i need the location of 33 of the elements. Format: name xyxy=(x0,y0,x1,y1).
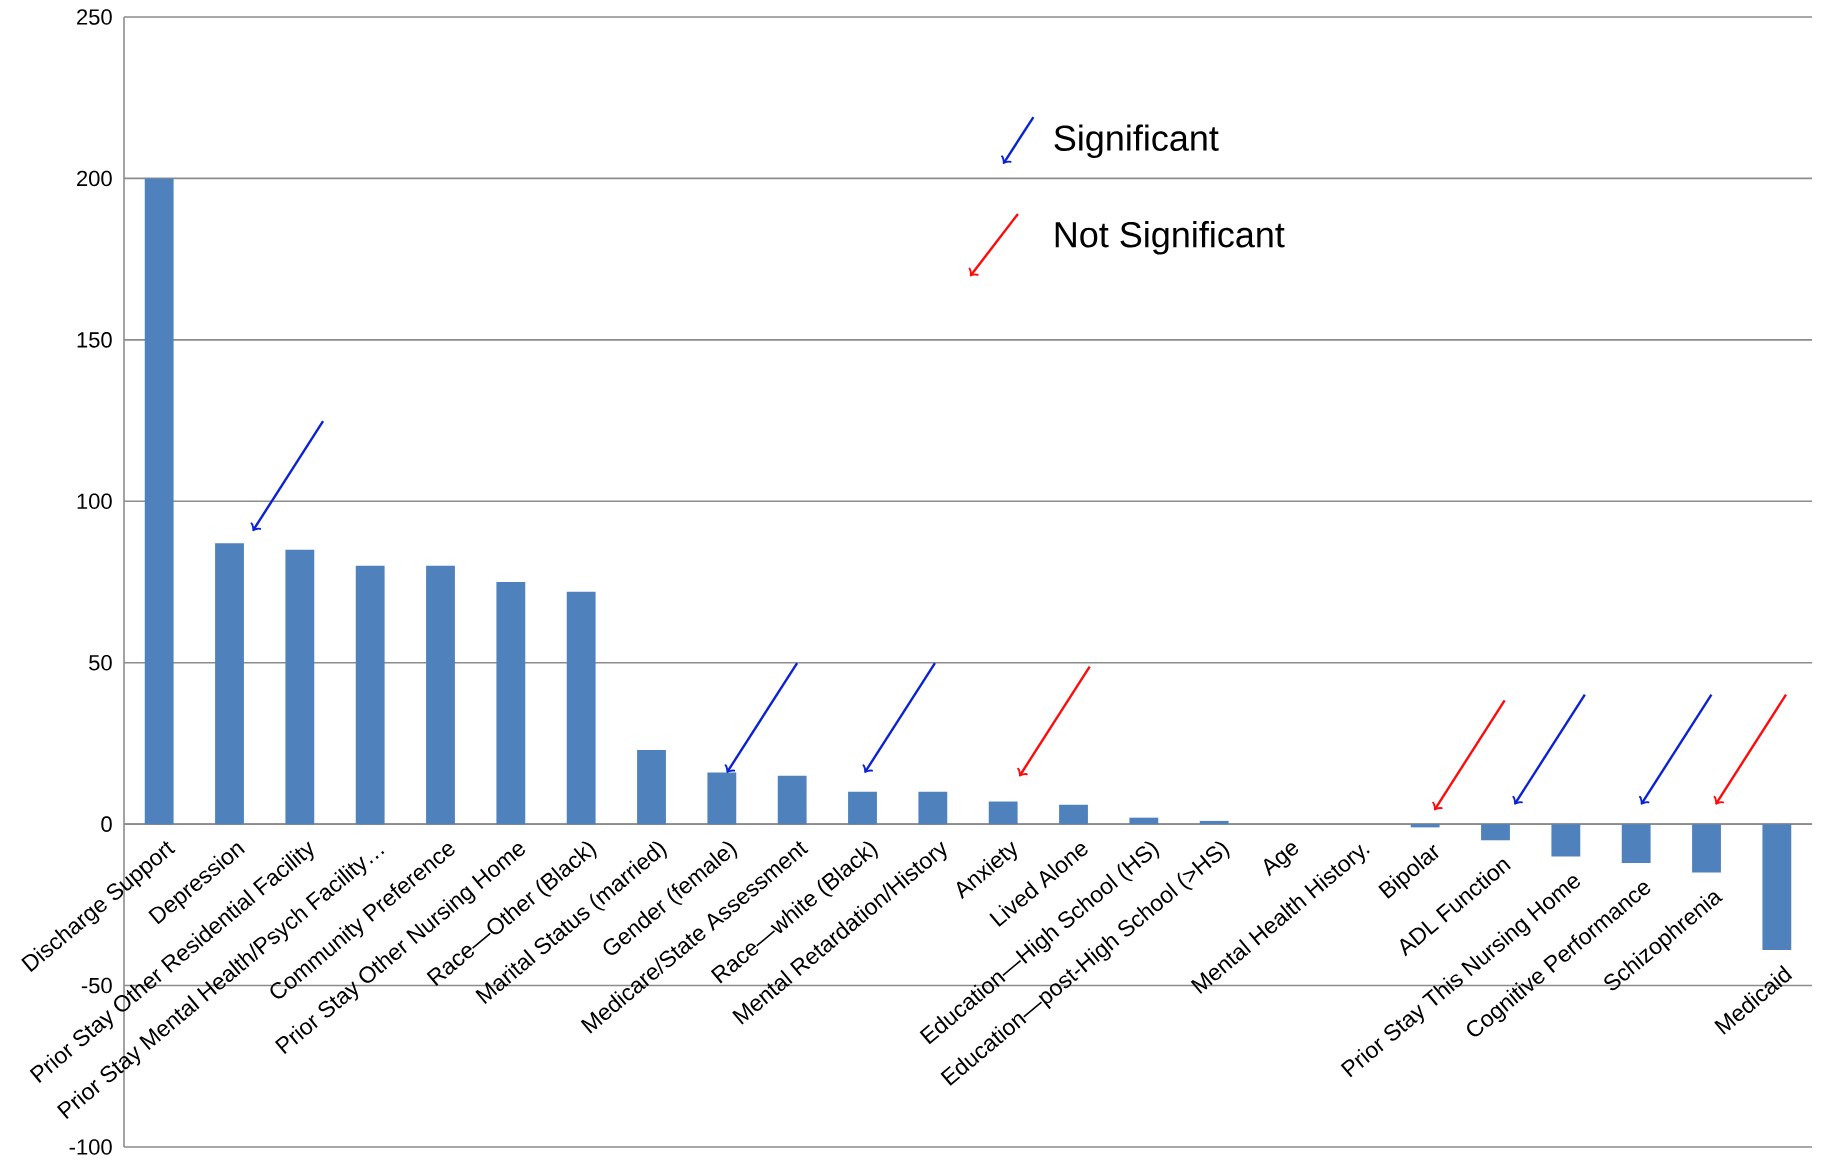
y-tick-label: -100 xyxy=(69,1139,112,1155)
bar xyxy=(426,565,455,825)
bar xyxy=(848,791,877,825)
bar xyxy=(215,543,244,825)
bar xyxy=(777,775,807,825)
annotation: Significant xyxy=(1054,124,1219,159)
y-tick-label: 250 xyxy=(77,9,112,25)
x-tick-label: Age xyxy=(1264,843,1299,877)
bar xyxy=(1410,824,1440,828)
bar xyxy=(1059,804,1088,825)
y-tick-label: 200 xyxy=(77,170,112,187)
bar xyxy=(1481,824,1510,841)
y-tick-label: -50 xyxy=(81,977,112,994)
annotation: Not Significant xyxy=(1055,221,1285,255)
bar xyxy=(707,772,737,825)
y-tick-label: 50 xyxy=(89,654,112,671)
bar xyxy=(1692,824,1721,873)
bar xyxy=(1551,824,1581,857)
bar xyxy=(144,178,174,825)
bar xyxy=(1762,824,1792,951)
bar xyxy=(637,749,666,825)
bar xyxy=(918,791,948,825)
bar xyxy=(1621,824,1651,863)
y-tick-label: 0 xyxy=(101,816,112,832)
y-tick-label: 150 xyxy=(77,332,112,348)
bar xyxy=(1129,817,1159,825)
bar xyxy=(1199,820,1229,825)
bar xyxy=(566,591,596,825)
y-tick-label: 100 xyxy=(77,493,112,510)
bar xyxy=(285,549,315,825)
bar xyxy=(988,801,1018,825)
bar xyxy=(496,581,526,825)
bar xyxy=(355,565,385,825)
